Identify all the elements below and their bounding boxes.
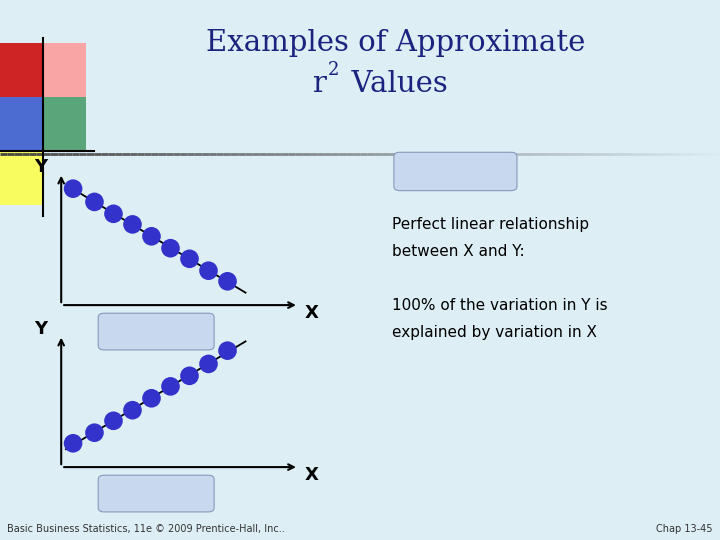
Bar <box>0 97 43 151</box>
Point <box>203 266 215 275</box>
Text: r: r <box>117 486 125 501</box>
Text: Basic Business Statistics, 11e © 2009 Prentice-Hall, Inc..: Basic Business Statistics, 11e © 2009 Pr… <box>7 523 285 534</box>
Point <box>184 372 195 380</box>
Point <box>184 254 195 263</box>
Text: 2: 2 <box>328 61 339 79</box>
Text: r: r <box>313 70 327 98</box>
Bar <box>43 43 86 97</box>
Point <box>222 277 233 286</box>
Point <box>68 184 79 193</box>
Point <box>145 394 157 403</box>
Text: = 1: = 1 <box>134 324 168 339</box>
Text: r: r <box>413 163 420 180</box>
Point <box>89 198 100 206</box>
Bar <box>0 43 43 97</box>
Text: Y: Y <box>35 158 48 177</box>
Bar <box>0 151 43 205</box>
Text: Examples of Approximate: Examples of Approximate <box>207 29 585 57</box>
Text: X: X <box>305 466 319 484</box>
Text: X: X <box>305 304 319 322</box>
Text: Values: Values <box>333 70 447 98</box>
Point <box>127 406 138 415</box>
Text: = 1: = 1 <box>134 486 168 501</box>
Point <box>145 232 157 241</box>
Point <box>165 244 176 253</box>
Text: Y: Y <box>35 320 48 339</box>
Text: r: r <box>117 324 125 339</box>
Point <box>108 416 120 425</box>
Point <box>68 439 79 448</box>
Point <box>165 382 176 391</box>
Text: = 1: = 1 <box>431 163 468 180</box>
Point <box>203 360 215 368</box>
Text: 2: 2 <box>130 320 138 330</box>
Text: 2: 2 <box>130 482 138 492</box>
FancyBboxPatch shape <box>98 313 214 350</box>
Point <box>108 210 120 218</box>
Text: explained by variation in X: explained by variation in X <box>392 325 598 340</box>
Text: Perfect linear relationship: Perfect linear relationship <box>392 217 590 232</box>
Text: Chap 13-45: Chap 13-45 <box>657 523 713 534</box>
Text: 2: 2 <box>427 157 436 171</box>
Text: between X and Y:: between X and Y: <box>392 244 525 259</box>
Point <box>127 220 138 229</box>
FancyBboxPatch shape <box>394 152 517 191</box>
FancyBboxPatch shape <box>98 475 214 512</box>
Point <box>222 346 233 355</box>
Text: 100% of the variation in Y is: 100% of the variation in Y is <box>392 298 608 313</box>
Bar <box>43 97 86 151</box>
Point <box>89 428 100 437</box>
